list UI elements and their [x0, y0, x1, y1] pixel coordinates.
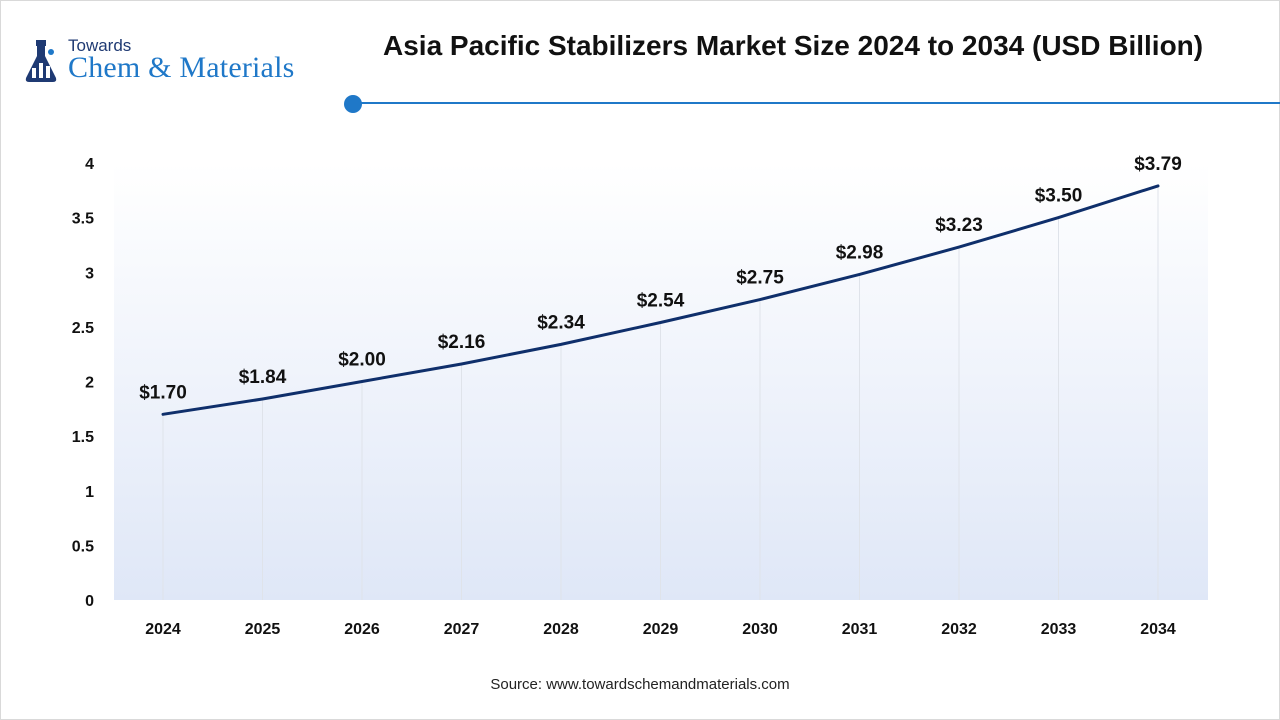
y-tick-label: 0 — [85, 593, 94, 610]
y-tick-label: 3 — [85, 265, 94, 282]
brand-name-main: Chem & Materials — [68, 51, 295, 84]
y-tick-label: 3.5 — [72, 211, 94, 228]
y-tick-label: 0.5 — [72, 538, 94, 555]
x-tick-label: 2024 — [145, 621, 181, 638]
data-label-2033: $3.50 — [1035, 186, 1083, 207]
x-axis: 2024 2025 2026 2027 2028 2029 2030 2031 2032 2033… — [145, 621, 1176, 638]
brand-logo: Towards Chem & Materials — [22, 36, 342, 86]
title-rule — [344, 95, 1280, 113]
series-line-market-size — [161, 184, 1160, 416]
x-tick-label: 2028 — [543, 621, 579, 638]
data-label-2032: $3.23 — [935, 215, 983, 236]
x-tick-label: 2026 — [344, 621, 380, 638]
x-tick-label: 2029 — [643, 621, 679, 638]
flask-icon — [25, 40, 57, 82]
x-tick-label: 2025 — [245, 621, 281, 638]
data-label-2030: $2.75 — [736, 268, 784, 289]
x-tick-label: 2034 — [1140, 621, 1176, 638]
x-tick-label: 2027 — [444, 621, 480, 638]
x-tick-label: 2033 — [1041, 621, 1077, 638]
y-tick-label: 2.5 — [72, 320, 94, 337]
y-axis: 0 0.5 1 1.5 2 2.5 3 3.5 4 — [72, 156, 94, 610]
y-tick-label: 2 — [85, 375, 94, 392]
x-tick-label: 2031 — [842, 621, 878, 638]
grid-lines — [162, 185, 1159, 600]
data-label-2031: $2.98 — [836, 242, 884, 263]
data-label-2027: $2.16 — [438, 332, 486, 353]
x-tick-label: 2030 — [742, 621, 778, 638]
line-chart: 00.511.522.533.54 2024 2025 2026 2027 2028 20… — [72, 154, 1208, 638]
source-note: Source: www.towardschemandmaterials.com — [490, 676, 790, 693]
data-label-2034: $3.79 — [1134, 154, 1182, 175]
y-tick-label: 1 — [85, 484, 94, 501]
data-label-2028: $2.34 — [537, 312, 585, 333]
y-tick-label: 1.5 — [72, 429, 94, 446]
y-tick-label: 4 — [85, 156, 94, 173]
chart-title: Asia Pacific Stabilizers Market Size 202… — [383, 30, 1204, 61]
data-label-2025: $1.84 — [239, 367, 287, 388]
brand-name-top: Towards — [68, 36, 132, 55]
data-label-2024: $1.70 — [139, 382, 187, 403]
data-label-2029: $2.54 — [637, 291, 685, 312]
data-labels: $1.70 $1.84 $2.00 $2.16 $2.34 $2.54 $2.75 $2.98… — [139, 154, 1182, 403]
data-label-2026: $2.00 — [338, 350, 386, 371]
x-tick-label: 2032 — [941, 621, 977, 638]
